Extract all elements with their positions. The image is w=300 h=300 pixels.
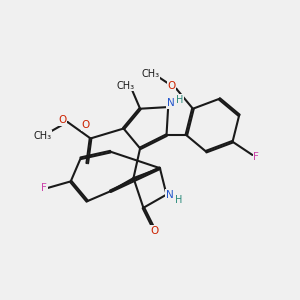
- Text: O: O: [82, 120, 90, 130]
- Text: CH₃: CH₃: [34, 131, 52, 141]
- Text: O: O: [58, 115, 67, 125]
- Text: CH₃: CH₃: [116, 81, 134, 91]
- Text: F: F: [41, 183, 47, 193]
- Text: O: O: [151, 226, 159, 236]
- Text: O: O: [167, 81, 175, 91]
- Text: N: N: [166, 190, 174, 200]
- Text: F: F: [254, 152, 259, 162]
- Text: H: H: [176, 194, 183, 205]
- Text: CH₃: CH₃: [142, 69, 160, 79]
- Text: N: N: [167, 98, 175, 108]
- Text: H: H: [176, 95, 183, 105]
